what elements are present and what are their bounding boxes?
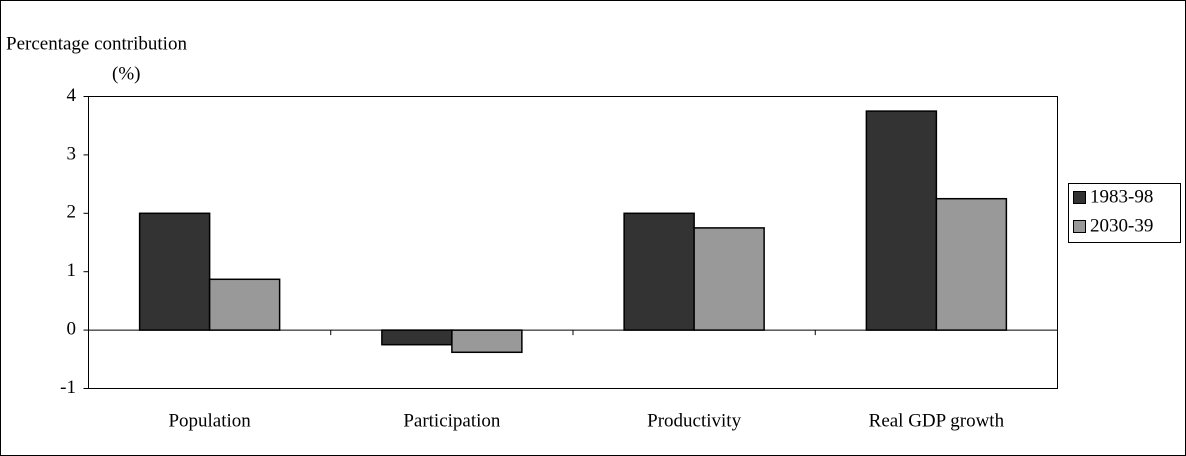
legend-swatch [1073, 220, 1086, 233]
y-axis-label: Percentage contribution [6, 33, 187, 54]
bar [935, 197, 1008, 331]
y-tick-label: 0 [67, 318, 77, 339]
bar [208, 278, 281, 331]
x-tick-label: Productivity [647, 410, 741, 431]
bar [865, 110, 938, 331]
bar [381, 329, 453, 346]
y-tick-label: -1 [60, 377, 76, 398]
legend-swatch [1073, 191, 1086, 204]
bar [138, 212, 211, 331]
y-tick-label: 3 [67, 143, 77, 164]
y-axis-unit: (%) [112, 63, 140, 84]
x-tick-label: Real GDP growth [869, 410, 1005, 431]
y-tick-label: 4 [67, 85, 77, 106]
legend-label: 2030-39 [1090, 215, 1153, 236]
y-tick-label: 1 [67, 260, 77, 281]
legend-box [1068, 183, 1181, 243]
bar [693, 227, 765, 331]
legend-label: 1983-98 [1090, 186, 1153, 207]
bar [451, 329, 523, 354]
x-tick-label: Population [168, 410, 251, 431]
y-tick-label: 2 [67, 202, 77, 223]
x-tick-label: Participation [403, 410, 501, 431]
bar [623, 212, 695, 331]
plot-area [88, 96, 1058, 389]
